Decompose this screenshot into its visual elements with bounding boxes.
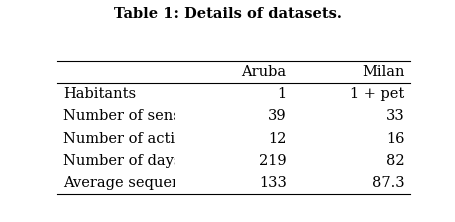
Text: Table 1: Details of datasets.: Table 1: Details of datasets. [114, 7, 341, 21]
